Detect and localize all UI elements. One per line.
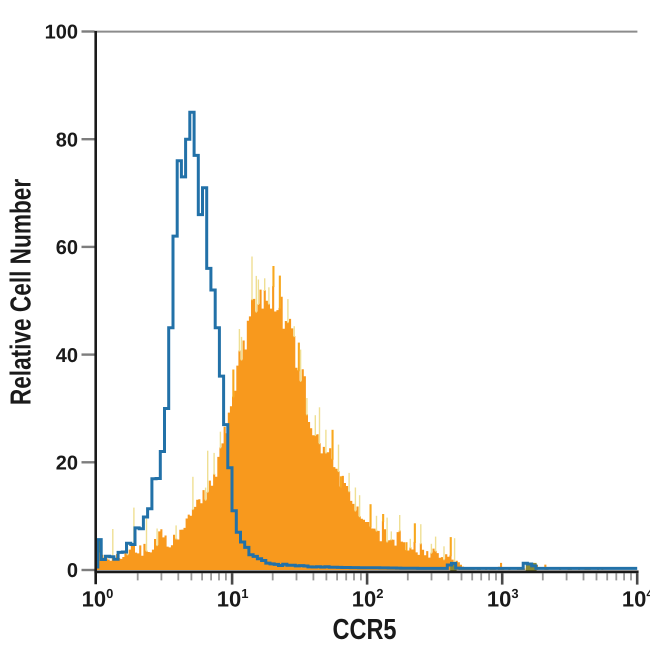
svg-text:Relative Cell Number: Relative Cell Number [6, 179, 38, 405]
svg-text:100: 100 [45, 22, 78, 44]
svg-text:104: 104 [622, 586, 650, 611]
svg-text:40: 40 [56, 345, 78, 367]
svg-text:0: 0 [67, 560, 78, 582]
svg-text:20: 20 [56, 453, 78, 475]
svg-text:60: 60 [56, 237, 78, 259]
svg-text:80: 80 [56, 129, 78, 151]
svg-text:CCR5: CCR5 [333, 614, 397, 646]
svg-text:100: 100 [82, 586, 114, 611]
